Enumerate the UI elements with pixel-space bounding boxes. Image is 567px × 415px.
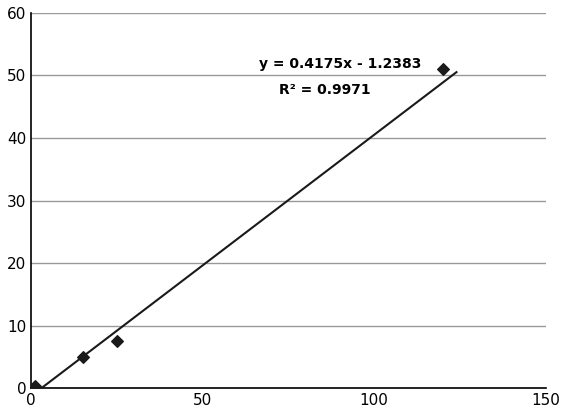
Text: R² = 0.9971: R² = 0.9971 <box>278 83 370 97</box>
Text: y = 0.4175x - 1.2383: y = 0.4175x - 1.2383 <box>259 56 421 71</box>
Point <box>30 383 39 390</box>
Point <box>438 66 447 73</box>
Point <box>78 354 87 360</box>
Point <box>112 338 121 344</box>
